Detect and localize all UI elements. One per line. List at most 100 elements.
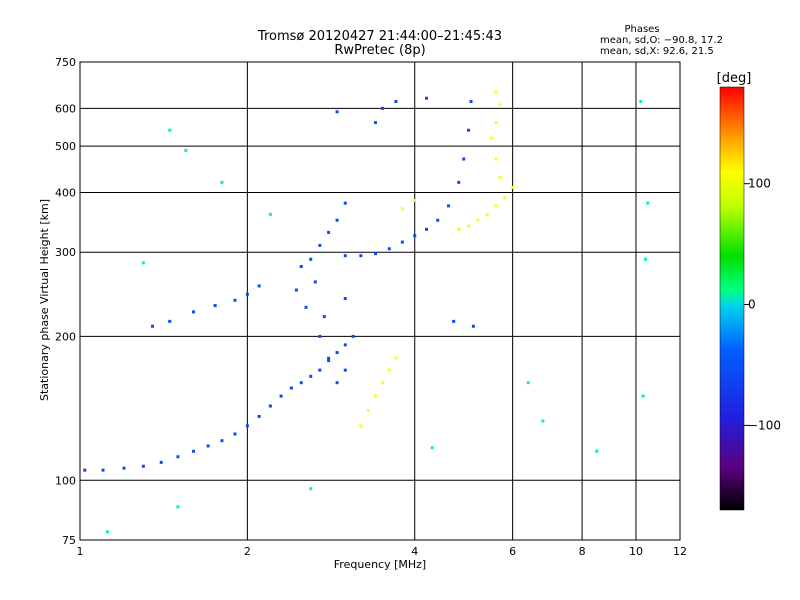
data-point [105,530,109,534]
data-point [279,394,283,398]
data-point [387,247,391,251]
y-tick-label: 400 [55,186,76,199]
data-point [168,319,172,323]
colorbar [719,86,745,511]
colorbar-tick-label: 100 [748,177,771,191]
data-points [83,90,650,534]
data-point [380,106,384,110]
data-point [494,90,498,94]
data-point [176,455,180,459]
data-point [150,324,154,328]
data-point [446,204,450,208]
data-point [141,261,145,265]
data-point [511,185,515,189]
data-point [373,394,377,398]
data-point [268,404,272,408]
data-point [101,468,105,472]
data-point [413,234,417,238]
data-point [245,292,249,296]
data-point [322,315,326,319]
data-point [400,207,404,211]
data-point [122,466,126,470]
data-point [387,368,391,372]
data-point [318,368,322,372]
plot-area [79,61,681,541]
x-tick-label: 12 [673,545,687,558]
data-point [343,343,347,347]
data-point [646,201,650,205]
data-point [335,381,339,385]
data-point [541,419,545,423]
y-tick-label: 750 [55,56,76,69]
data-point [159,460,163,464]
data-point [641,394,645,398]
data-point [498,103,502,107]
phases-mean-o: mean, sd,O: −90.8, 17.2 [600,35,723,46]
x-tick-label: 4 [411,545,418,558]
data-point [457,180,461,184]
data-point [452,319,456,323]
data-point [394,100,398,104]
data-point [206,444,210,448]
data-point [245,424,249,428]
data-point [343,201,347,205]
data-point [498,175,502,179]
data-point [494,204,498,208]
data-point [191,449,195,453]
data-point [220,180,224,184]
data-point [83,468,87,472]
data-point [233,432,237,436]
y-axis-label: Stationary phase Virtual Height [km] [38,199,51,401]
data-point [413,198,417,202]
data-point [335,110,339,114]
data-point [373,121,377,125]
data-point [457,227,461,231]
data-point [639,100,643,104]
phases-heading: Phases [624,24,659,35]
y-tick-label: 75 [62,534,76,547]
data-point [425,96,429,100]
data-point [351,334,355,338]
data-point [268,212,272,216]
data-point [141,464,145,468]
data-point [184,148,188,152]
data-point [309,487,313,491]
data-point [318,243,322,247]
data-point [643,257,647,261]
data-point [176,505,180,509]
x-tick-label: 2 [244,545,251,558]
x-tick-label: 8 [579,545,586,558]
data-point [191,310,195,314]
data-point [294,288,298,292]
data-point [299,381,303,385]
data-point [494,121,498,125]
data-point [467,128,471,132]
colorbar-tick-label: −100 [748,418,781,432]
data-point [343,368,347,372]
y-tick-labels: 75 100 200 300 400 500 600 750 [55,56,76,547]
data-point [220,439,224,443]
colorbar-unit: [deg] [717,71,752,86]
data-point [309,374,313,378]
data-point [335,351,339,355]
data-point [394,356,398,360]
data-point [299,265,303,269]
data-point [490,136,494,140]
chart-subtitle: RwPretec (8p) [334,43,425,58]
y-tick-label: 500 [55,140,76,153]
data-point [430,446,434,450]
colorbar-ticks: −100 0 100 [744,177,781,432]
data-point [425,227,429,231]
y-tick-label: 600 [55,102,76,115]
y-tick-label: 300 [55,246,76,259]
phases-mean-x: mean, sd,X: 92.6, 21.5 [600,46,714,57]
grid-layer [80,62,680,540]
data-point [359,424,363,428]
x-tick-label: 6 [509,545,516,558]
data-point [327,359,331,363]
data-point [400,240,404,244]
data-point [502,196,506,200]
data-point [327,230,331,234]
data-point [373,252,377,256]
data-point [313,280,317,284]
